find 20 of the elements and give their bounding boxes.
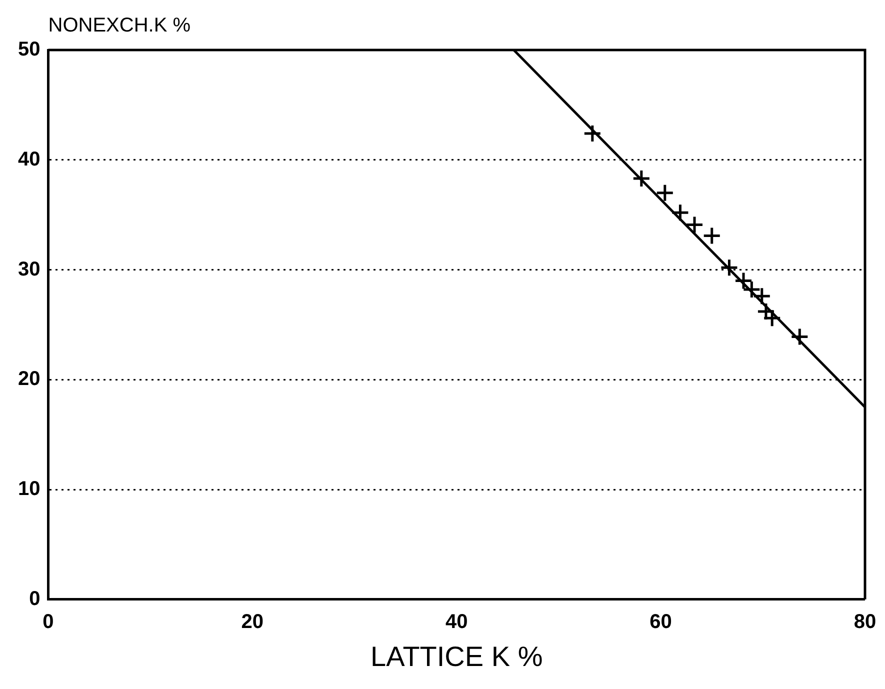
point — [720, 258, 738, 277]
x-tick-label: 60 — [650, 610, 672, 633]
y-tick-label: 10 — [18, 478, 40, 500]
y-tick-label: 50 — [18, 38, 40, 61]
point — [632, 169, 651, 188]
x-tick-label: 40 — [446, 610, 468, 633]
x-axis-title: LATTICE K % — [370, 640, 543, 672]
point — [790, 328, 809, 346]
point — [702, 226, 722, 245]
x-tick-label: 80 — [854, 610, 876, 633]
point — [685, 215, 704, 234]
y-tick-label: 0 — [29, 588, 40, 610]
y-axis-title: NONEXCH.K % — [48, 14, 191, 37]
x-tick-label: 20 — [241, 610, 264, 633]
point — [656, 184, 674, 202]
y-tick-label: 20 — [18, 368, 40, 390]
point — [583, 124, 602, 143]
y-tick-label: 40 — [18, 148, 40, 170]
y-tick-label: 30 — [18, 258, 40, 280]
point — [670, 203, 690, 222]
